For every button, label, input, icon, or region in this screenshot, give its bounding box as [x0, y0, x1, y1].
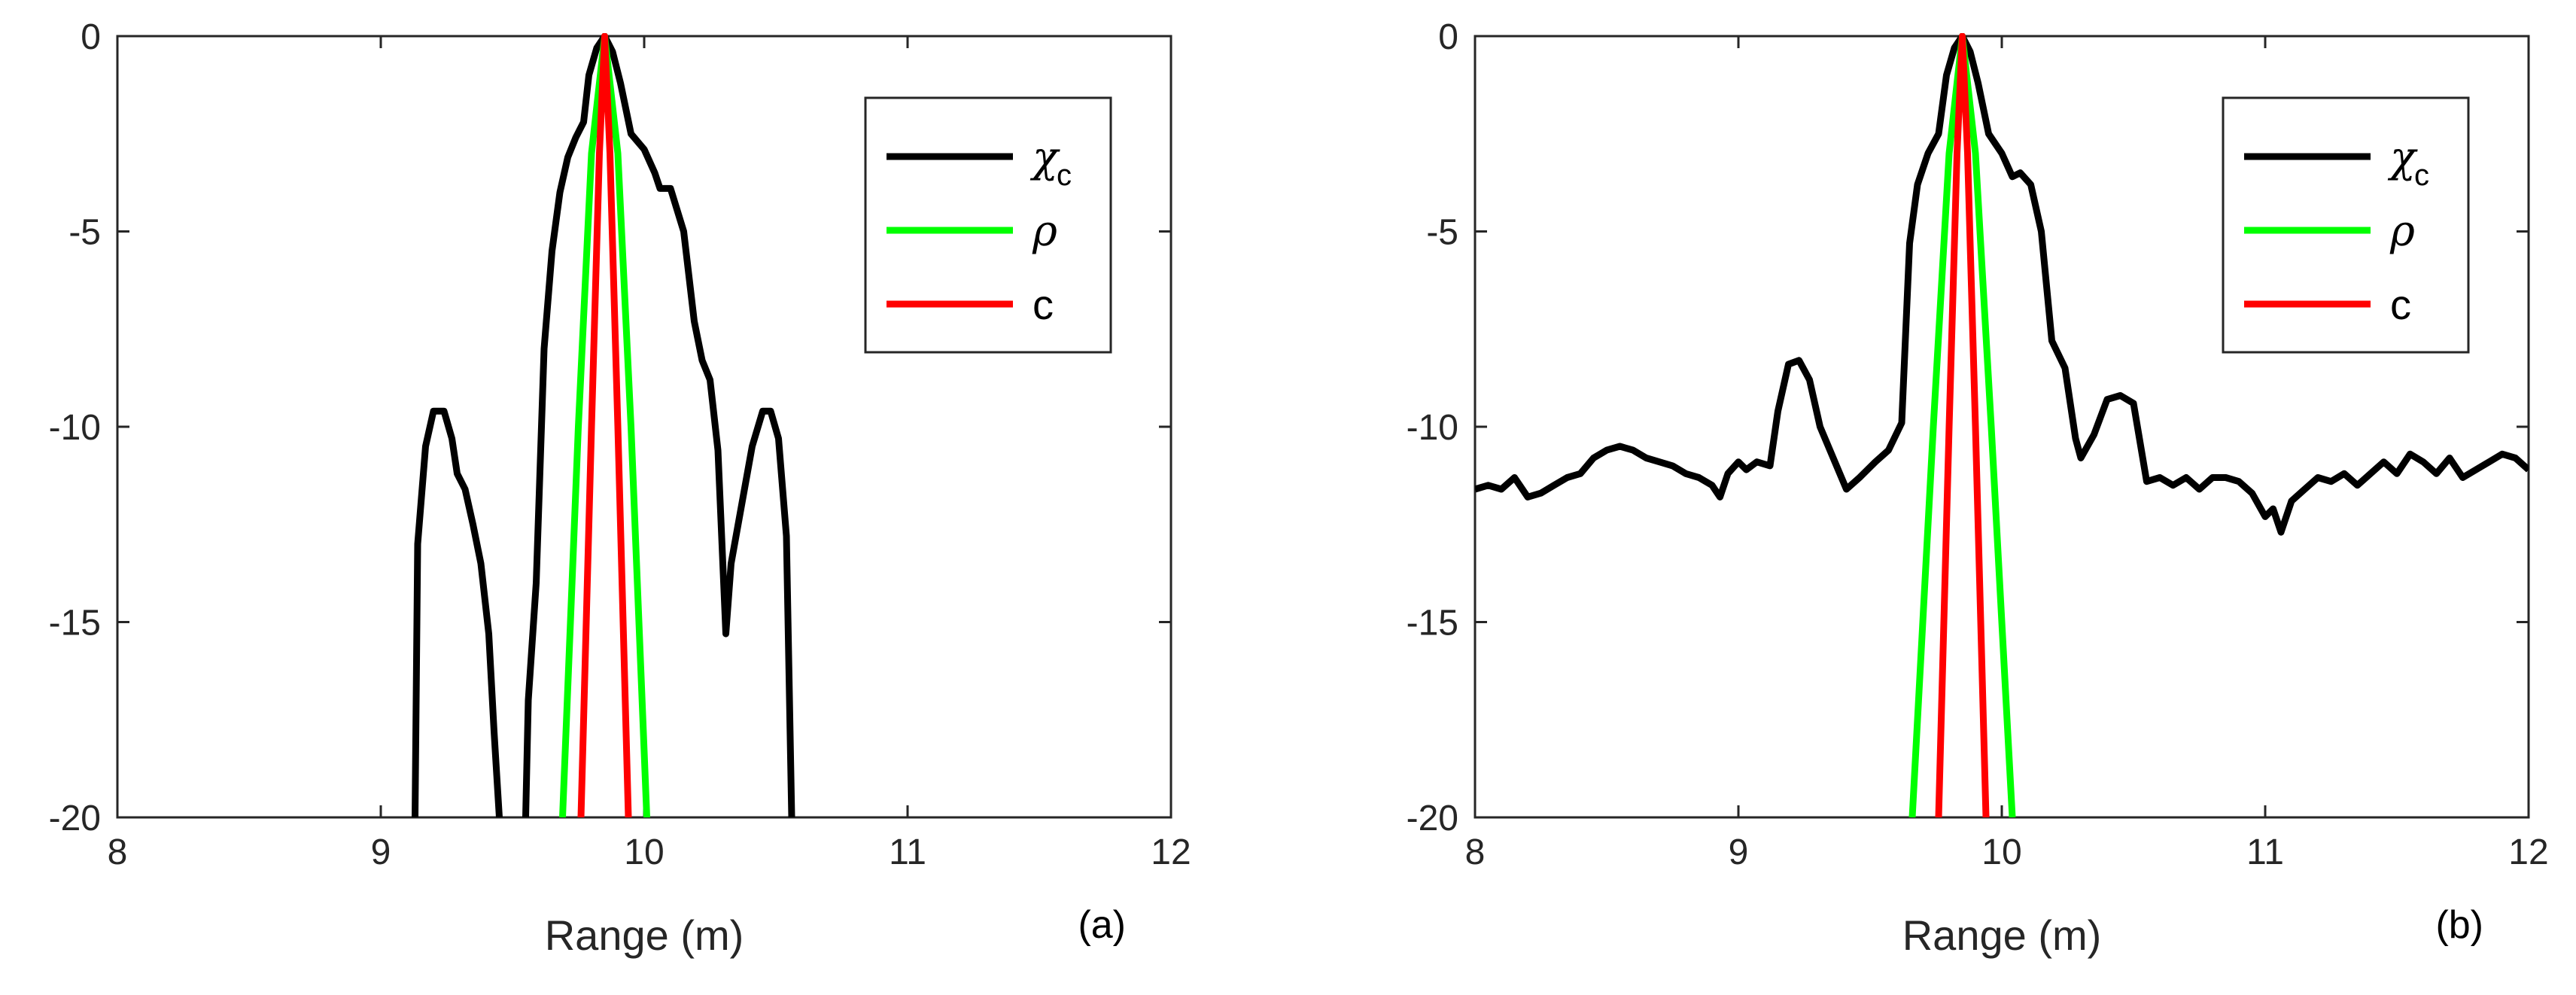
- legend-box: [864, 96, 1112, 354]
- y-tick-label: 0: [81, 17, 101, 57]
- y-tick-label: -20: [49, 799, 101, 838]
- x-tick-label: 9: [371, 832, 391, 872]
- panel-label: (b): [2435, 903, 2483, 947]
- x-tick-label: 11: [2246, 832, 2284, 872]
- x-axis-label: Range (m): [1902, 911, 2102, 959]
- series-line-rho: [559, 33, 650, 817]
- x-tick-label: 9: [1729, 832, 1749, 872]
- y-tick-label: -15: [1407, 604, 1458, 644]
- legend-label: ρ: [1032, 207, 1057, 256]
- panel-label: (a): [1078, 903, 1126, 947]
- legend-label-subscript: c: [2414, 159, 2429, 192]
- y-tick-label: -15: [49, 604, 101, 644]
- x-axis-label: Range (m): [545, 911, 744, 959]
- series-line-chi-c: [1475, 33, 2529, 536]
- legend-label: c: [2390, 281, 2411, 328]
- legend-label: χ: [1029, 133, 1060, 182]
- series-group: [1475, 33, 2529, 817]
- x-tick-label: 8: [108, 832, 128, 872]
- series-line-c: [577, 33, 632, 817]
- series-group: [412, 33, 795, 817]
- y-tick-label: -10: [1407, 408, 1458, 448]
- x-tick-label: 11: [889, 832, 926, 872]
- legend-box: [2222, 96, 2470, 354]
- y-tick-label: -5: [68, 213, 101, 253]
- y-tick-label: 0: [1438, 17, 1458, 57]
- legend-label: c: [1033, 281, 1054, 328]
- legend-label: ρ: [2389, 207, 2415, 256]
- x-tick-label: 8: [1465, 832, 1486, 872]
- x-tick-label: 10: [1981, 832, 2021, 872]
- x-tick-label: 12: [2508, 832, 2548, 872]
- series-line-chi-c: [412, 33, 795, 817]
- legend-label: χ: [2387, 133, 2418, 182]
- x-tick-label: 12: [1151, 832, 1191, 872]
- y-tick-label: -5: [1426, 213, 1458, 253]
- series-line-c: [1935, 33, 1990, 817]
- legend-label-subscript: c: [1057, 159, 1072, 192]
- y-tick-label: -20: [1407, 799, 1458, 838]
- x-tick-label: 10: [624, 832, 664, 872]
- y-tick-label: -10: [49, 408, 101, 448]
